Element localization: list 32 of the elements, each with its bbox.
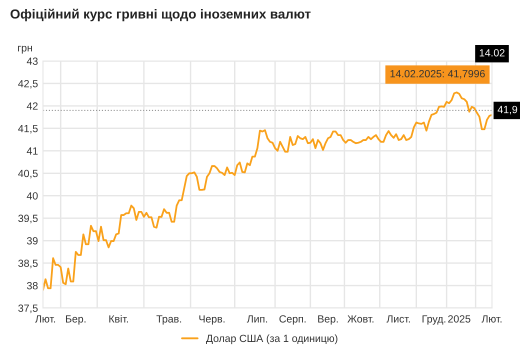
y-tick-label: 39 xyxy=(26,237,38,245)
x-tick-label: 2025 xyxy=(448,315,470,323)
x-tick-label: Лип. xyxy=(246,315,268,323)
y-tick-label: 40,5 xyxy=(18,170,38,178)
x-tick-label: Лют. xyxy=(482,315,502,323)
y-tick-label: 41 xyxy=(26,147,38,155)
x-tick-label: Бер. xyxy=(66,315,86,325)
y-tick-label: 39,5 xyxy=(18,214,38,224)
text: 14.02 xyxy=(480,49,505,56)
legend-label: Долар США (за 1 одиницю) xyxy=(206,334,338,344)
y-tick-label: 43 xyxy=(26,58,38,65)
y-tick-label: 42 xyxy=(26,102,38,110)
x-tick-label: Трав. xyxy=(156,315,182,325)
y-tick-label: 37,5 xyxy=(18,304,38,314)
y-tick-label: 38 xyxy=(26,282,38,290)
x-tick-label: Черв. xyxy=(199,315,225,325)
x-tick-label: Жовт. xyxy=(347,315,374,323)
y-axis-title: грн xyxy=(18,46,32,54)
y-tick-label: 38,5 xyxy=(18,260,38,268)
chart-title: Офіційний курс гривні щодо іноземних валют xyxy=(10,8,311,22)
x-tick-label: Вер. xyxy=(318,315,338,325)
x-tick-label: Груд. xyxy=(422,315,446,325)
x-tick-label: Серп. xyxy=(279,315,306,325)
y-tick-label: 40 xyxy=(26,192,38,200)
x-tick-label: Лист. xyxy=(386,315,410,323)
x-tick-label: Квіт. xyxy=(109,314,128,322)
y-tick-label: 42,5 xyxy=(18,80,38,89)
y-tick-label: 41,5 xyxy=(18,124,38,134)
annotation: 14.02.2025: 41,7996 xyxy=(390,70,485,79)
x-tick-label: Лют. xyxy=(35,315,56,323)
ref-line-label: 41,9 xyxy=(498,106,518,114)
line-series xyxy=(43,92,492,291)
